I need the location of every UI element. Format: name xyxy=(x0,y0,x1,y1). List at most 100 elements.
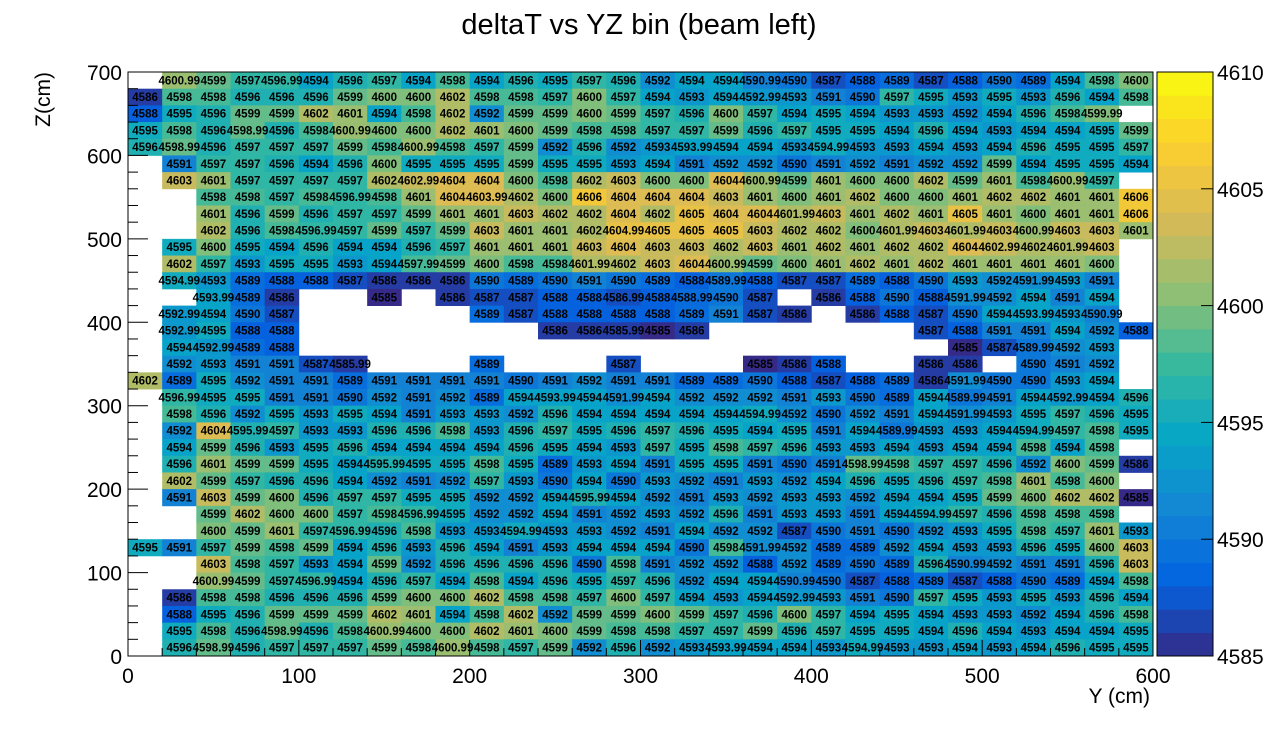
heatmap-cell-label: 4603 xyxy=(986,226,1012,238)
heatmap-cell xyxy=(606,522,641,540)
heatmap-cell-label: 4594 xyxy=(918,609,944,621)
heatmap-cell-label: 4592 xyxy=(1089,359,1115,371)
heatmap-cell xyxy=(1050,155,1086,173)
heatmap-cell xyxy=(640,405,676,423)
heatmap-cell-label: 4587 xyxy=(918,326,944,338)
heatmap-cell xyxy=(333,372,368,390)
heatmap-cell xyxy=(1050,338,1086,357)
heatmap-cell xyxy=(401,122,436,140)
heatmap-cell xyxy=(196,72,231,90)
heatmap-cell-label: 4588 xyxy=(884,576,910,588)
heatmap-cell-label: 4591 xyxy=(850,526,876,538)
heatmap-cell xyxy=(469,589,505,607)
heatmap-cell-label: 4594 xyxy=(884,442,910,454)
heatmap-cell xyxy=(469,122,505,140)
heatmap-cell xyxy=(162,489,197,507)
heatmap-cell-label: 4598 xyxy=(201,593,227,605)
heatmap-cell xyxy=(1084,338,1120,357)
heatmap-cell xyxy=(230,605,266,624)
heatmap-cell xyxy=(948,205,983,223)
heatmap-cell-label: 4600.99 xyxy=(193,576,235,588)
heatmap-cell-label: 4591 xyxy=(713,476,739,488)
heatmap-cell-label: 4595 xyxy=(713,426,739,438)
heatmap-cell-label: 4597 xyxy=(337,492,363,504)
heatmap-cell-label: 4596 xyxy=(679,109,705,121)
color-scale-step xyxy=(1157,539,1213,563)
heatmap-cell-label: 4588 xyxy=(781,376,807,388)
heatmap-cell-label: 4598 xyxy=(474,609,500,621)
heatmap-cell xyxy=(538,105,573,123)
heatmap-cell xyxy=(948,155,983,173)
heatmap-cell-label: 4599.99 xyxy=(1081,109,1123,121)
x-axis-label: Y (cm) xyxy=(1089,685,1150,708)
heatmap-cell-label: 4594 xyxy=(781,109,807,121)
heatmap-cell-label: 4591 xyxy=(1055,359,1081,371)
heatmap-cell xyxy=(845,589,881,607)
heatmap-cell xyxy=(333,88,368,106)
heatmap-cell xyxy=(230,455,266,473)
heatmap-cell xyxy=(811,205,846,223)
heatmap-cell-label: 4599 xyxy=(508,142,534,154)
heatmap-cell-label: 4599 xyxy=(371,643,397,655)
heatmap-cell-label: 4590 xyxy=(1021,376,1047,388)
heatmap-cell-label: 4592.99 xyxy=(1047,392,1089,404)
heatmap-cell-label: 4601 xyxy=(201,175,227,187)
heatmap-cell-label: 4587 xyxy=(303,359,329,371)
heatmap-cell xyxy=(196,472,231,490)
heatmap-cell xyxy=(1050,105,1086,123)
heatmap-cell xyxy=(367,405,402,423)
heatmap-cell-label: 4592 xyxy=(679,559,705,571)
heatmap-cell xyxy=(811,122,846,140)
heatmap-cell xyxy=(845,455,881,473)
heatmap-cell xyxy=(982,522,1017,540)
heatmap-cell-label: 4586 xyxy=(850,309,876,321)
heatmap-cell-label: 4591 xyxy=(1021,559,1047,571)
heatmap-cell xyxy=(708,472,744,490)
heatmap-cell-label: 4598.99 xyxy=(261,626,303,638)
heatmap-cell xyxy=(333,222,368,240)
heatmap-cell xyxy=(1016,422,1051,440)
heatmap-cell xyxy=(264,188,300,206)
heatmap-cell-label: 4590.99 xyxy=(944,559,986,571)
heatmap-cell-label: 4590 xyxy=(576,559,602,571)
heatmap-cell-label: 4594 xyxy=(576,409,602,421)
heatmap-cell-label: 4596 xyxy=(542,409,568,421)
heatmap-cell-label: 4598 xyxy=(1123,609,1149,621)
heatmap-cell xyxy=(1118,138,1154,156)
heatmap-cell-label: 4596 xyxy=(201,109,227,121)
heatmap-cell-label: 4590 xyxy=(713,292,739,304)
heatmap-cell xyxy=(162,122,197,140)
heatmap-cell xyxy=(435,522,471,540)
heatmap-cell-label: 4600 xyxy=(303,509,329,521)
heatmap-cell-label: 4593 xyxy=(986,125,1012,137)
heatmap-cell-label: 4596 xyxy=(611,426,637,438)
heatmap-cell-label: 4589 xyxy=(816,559,842,571)
heatmap-cell xyxy=(811,472,846,490)
heatmap-cell xyxy=(230,72,266,90)
heatmap-cell-label: 4602 xyxy=(918,175,944,187)
heatmap-cell xyxy=(708,422,744,440)
heatmap-cell xyxy=(777,138,812,156)
heatmap-cell-label: 4587 xyxy=(781,526,807,538)
color-scale-step xyxy=(1157,469,1213,493)
heatmap-cell-label: 4591 xyxy=(303,376,329,388)
heatmap-cell xyxy=(264,288,300,306)
heatmap-cell-label: 4589 xyxy=(713,376,739,388)
heatmap-cell-label: 4597 xyxy=(235,159,261,171)
heatmap-cell-label: 4585 xyxy=(371,292,397,304)
heatmap-cell-label: 4594 xyxy=(679,593,705,605)
heatmap-cell xyxy=(674,255,710,273)
heatmap-cell-label: 4594 xyxy=(474,543,500,555)
heatmap-cell xyxy=(845,222,881,240)
heatmap-cell xyxy=(674,605,710,624)
heatmap-cell xyxy=(1050,372,1086,390)
heatmap-cell xyxy=(811,72,846,90)
heatmap-cell-label: 4593 xyxy=(816,442,842,454)
heatmap-cell xyxy=(298,505,334,523)
heatmap-cell-label: 4595 xyxy=(440,492,466,504)
heatmap-cell-label: 4601.99 xyxy=(773,209,815,221)
heatmap-cell xyxy=(1118,572,1154,590)
heatmap-cell-label: 4596 xyxy=(235,92,261,104)
heatmap-cell xyxy=(913,622,949,640)
